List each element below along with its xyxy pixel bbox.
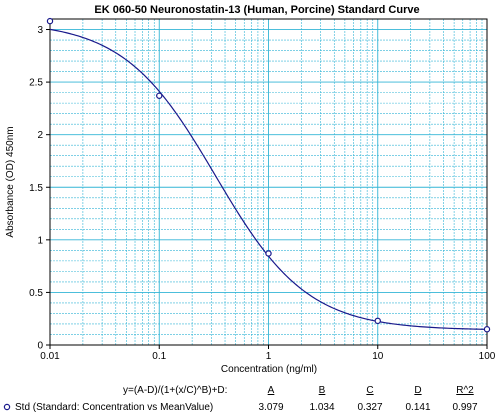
fit-header: B	[319, 385, 326, 396]
x-tick-label: 10	[372, 351, 384, 362]
y-axis-ticks: 0 0.5 1 1.5 2 2.5 3	[29, 25, 50, 352]
chart-title: EK 060-50 Neuronostatin-13 (Human, Porci…	[94, 4, 419, 16]
x-axis-ticks: 0.01 0.1 1 10 100	[40, 345, 496, 362]
data-points	[46, 17, 491, 333]
legend-marker	[3, 403, 11, 411]
x-tick-label: 0.01	[40, 351, 60, 362]
fit-value: 0.997	[452, 402, 477, 413]
x-tick-label: 100	[479, 351, 496, 362]
x-tick-label: 1	[266, 351, 272, 362]
fit-equation: y=(A-D)/(1+(x/C)^B)+D:	[123, 385, 227, 396]
fit-parameter-values: 3.079 1.034 0.327 0.141 0.997	[258, 402, 477, 413]
fit-header: R^2	[456, 385, 474, 396]
grid	[49, 19, 487, 345]
x-axis-label: Concentration (ng/ml)	[221, 364, 317, 375]
fit-value: 0.327	[357, 402, 382, 413]
y-tick-label: 2	[37, 130, 43, 141]
x-tick-label: 0.1	[152, 351, 166, 362]
fit-value: 1.034	[309, 402, 334, 413]
data-point	[156, 92, 163, 99]
y-tick-label: 1.5	[29, 183, 43, 194]
data-point	[374, 317, 381, 325]
fit-header: D	[414, 385, 421, 396]
y-tick-label: 0	[37, 341, 43, 352]
fit-header: C	[366, 385, 373, 396]
fit-parameter-headers: A B C D R^2	[268, 385, 475, 396]
y-tick-label: 3	[37, 25, 43, 36]
y-tick-label: 2.5	[29, 78, 43, 89]
data-point	[46, 17, 54, 25]
y-tick-label: 1	[37, 235, 43, 246]
data-point	[483, 326, 491, 333]
fit-value: 3.079	[258, 402, 283, 413]
fit-value: 0.141	[405, 402, 430, 413]
legend: y=(A-D)/(1+(x/C)^B)+D: A B C D R^2 3.079 1.03…	[3, 385, 478, 413]
fit-header: A	[268, 385, 275, 396]
legend-series-label: Std (Standard: Concentration vs MeanValu…	[15, 402, 213, 413]
data-point	[265, 250, 272, 257]
y-axis-label: Absorbance (OD) 450nm	[5, 126, 16, 237]
y-tick-label: 0.5	[29, 288, 43, 299]
